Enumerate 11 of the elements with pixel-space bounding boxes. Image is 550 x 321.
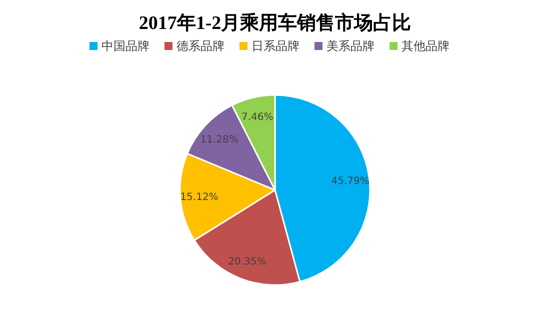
data-label: 45.79% xyxy=(331,176,370,187)
legend-label: 德系品牌 xyxy=(176,39,224,53)
data-label: 15.12% xyxy=(180,192,218,204)
data-label: 7.46% xyxy=(241,112,274,124)
chart-title: 2017年1-2月乘用车销售市场占比 xyxy=(138,12,412,34)
legend-label: 中国品牌 xyxy=(102,39,150,53)
data-label: 11.28% xyxy=(200,134,238,146)
legend-label: 其他品牌 xyxy=(402,39,450,53)
data-label: 20.35% xyxy=(228,256,266,268)
legend-label: 美系品牌 xyxy=(326,39,374,53)
legend-label: 日系品牌 xyxy=(252,39,300,53)
